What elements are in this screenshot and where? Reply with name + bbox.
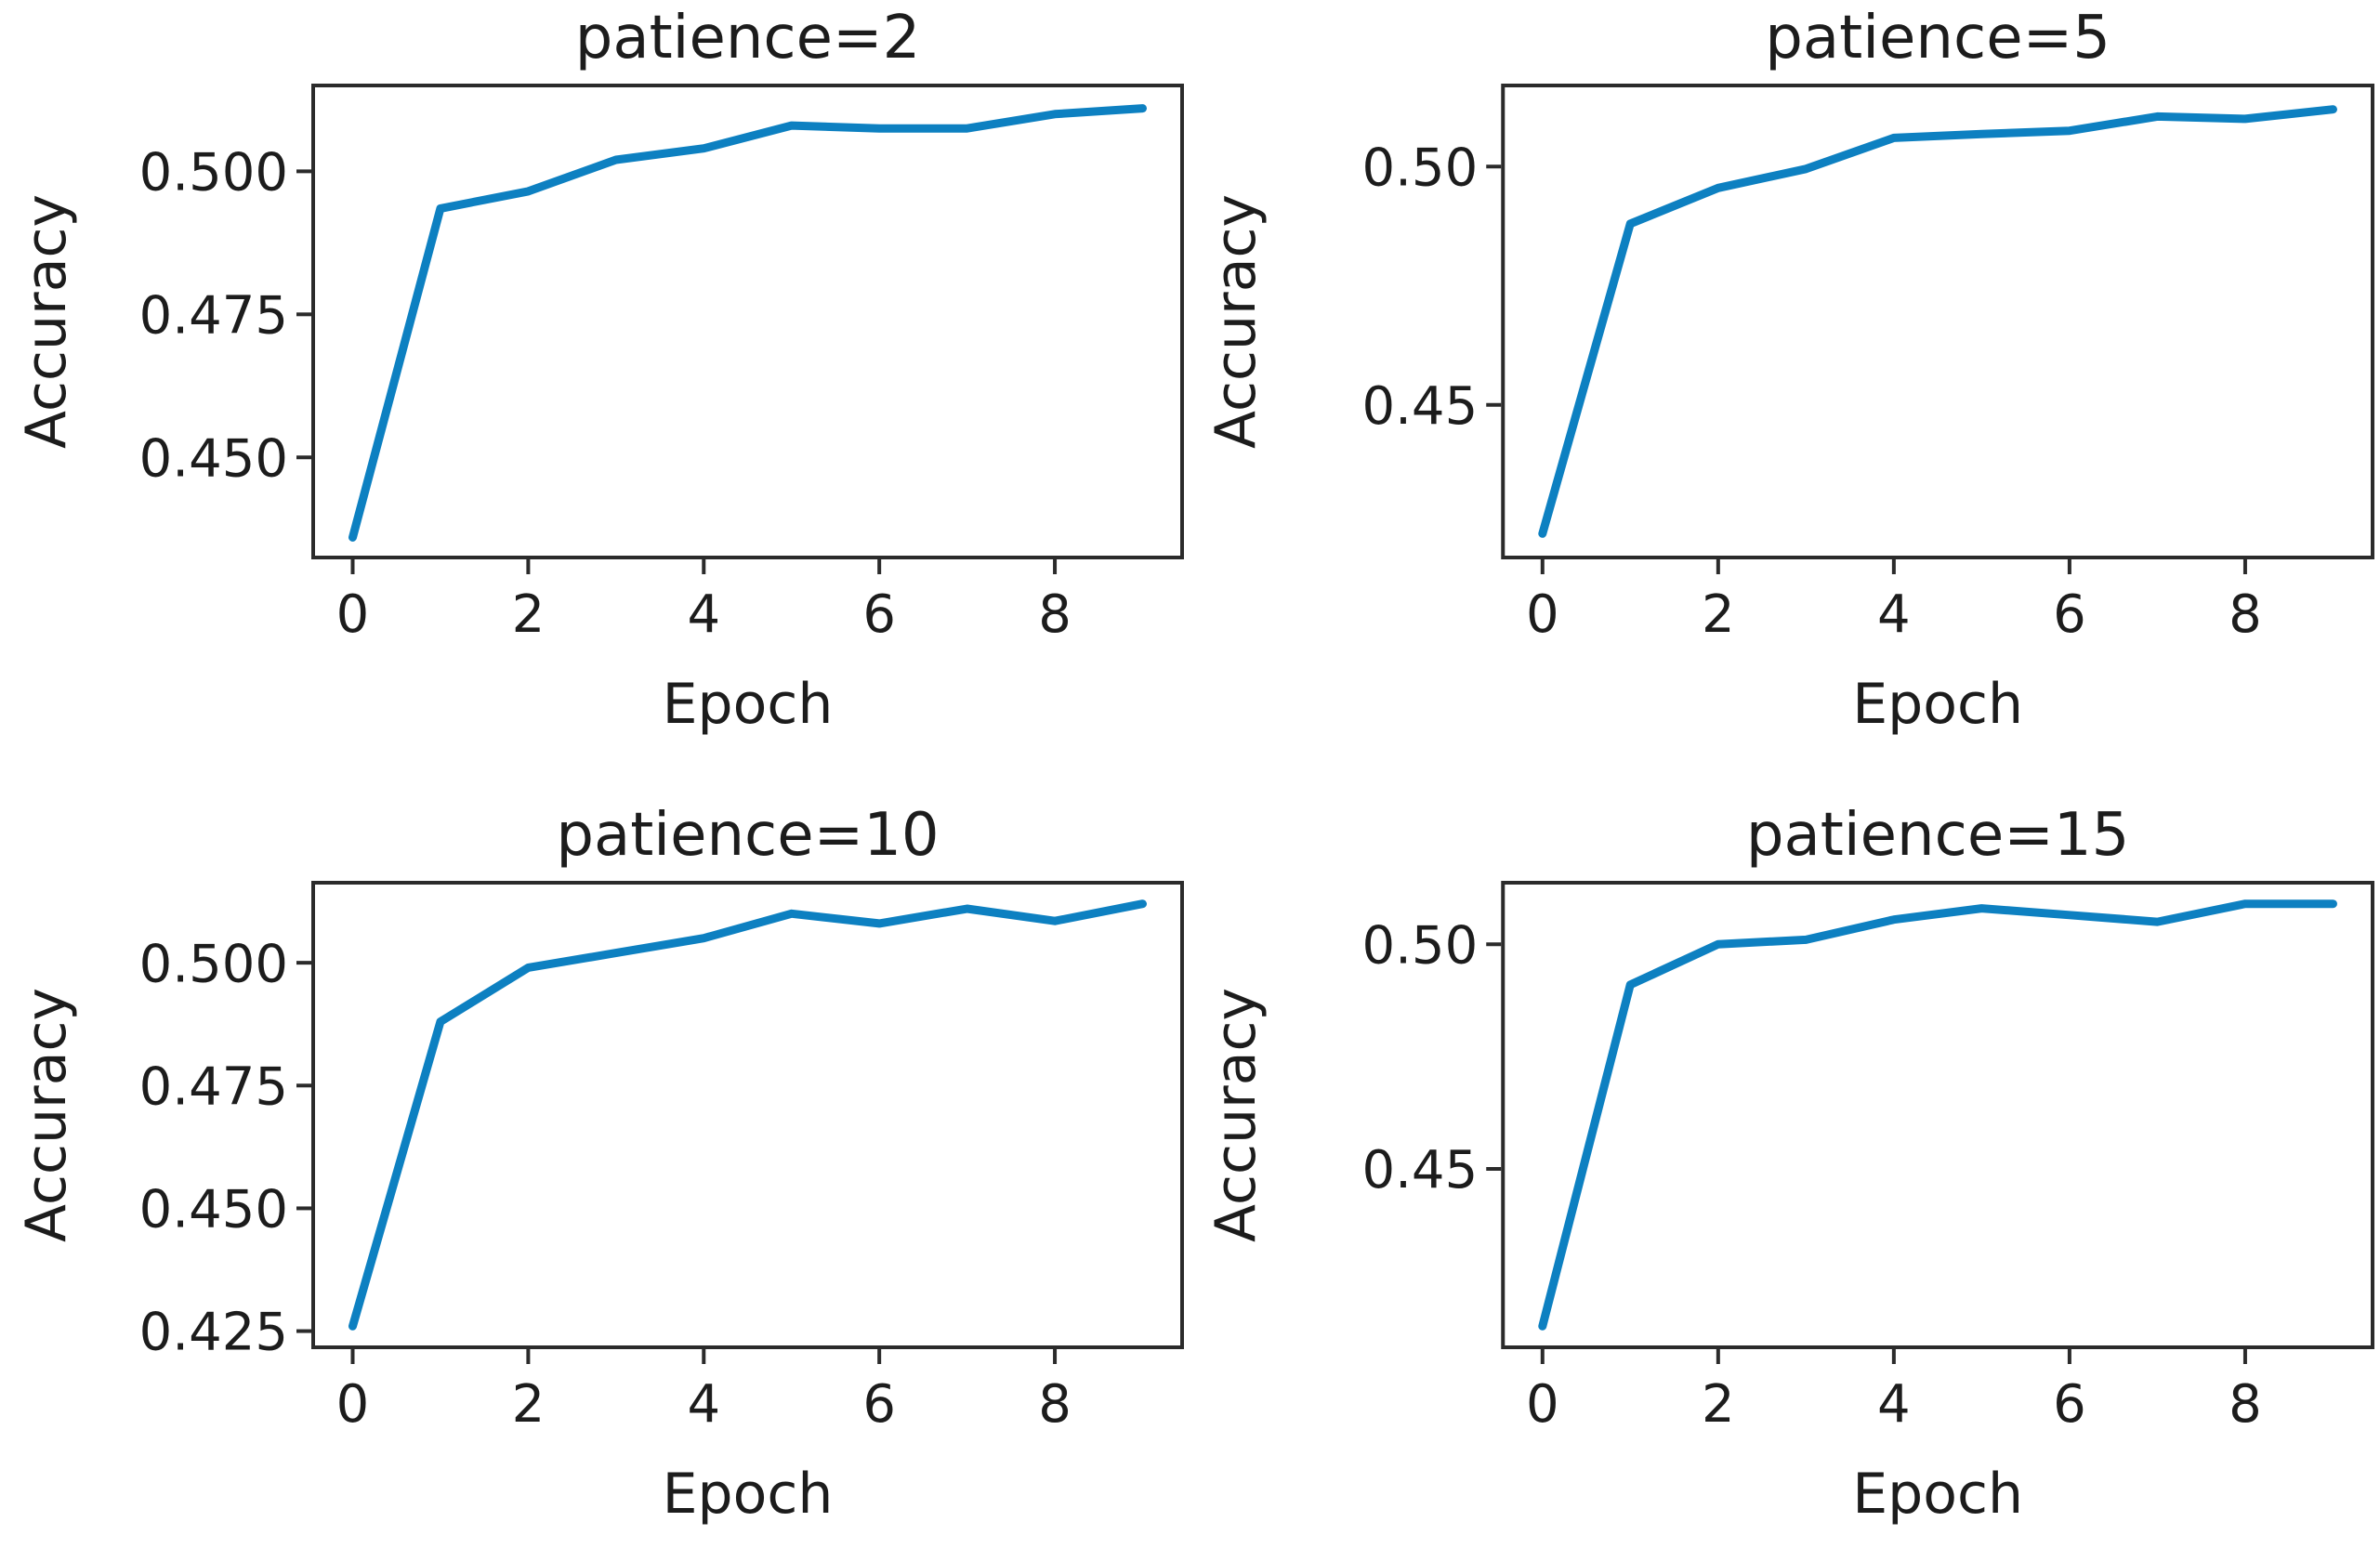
x-axis-label: Epoch <box>663 672 834 737</box>
y-tick-label: 0.475 <box>139 1056 288 1117</box>
y-tick-label: 0.500 <box>139 143 288 203</box>
accuracy-line-series <box>1538 105 2337 538</box>
x-tick-label: 6 <box>2053 584 2086 645</box>
x-tick-label: 2 <box>512 584 546 645</box>
subplot-title: patience=5 <box>1765 4 2110 72</box>
x-tick-label: 8 <box>1038 584 1072 645</box>
y-tick-label: 0.450 <box>139 428 288 489</box>
x-tick-label: 6 <box>862 1374 896 1435</box>
y-axis-label: Accuracy <box>14 194 79 449</box>
subplot-patience-10: patience=10 0 2 4 6 8 0.425 0.450 0.475 0.500 Epoc… <box>0 774 1190 1548</box>
x-axis-label: Epoch <box>1852 672 2023 737</box>
chart-canvas-patience-5: patience=5 0 2 4 6 8 0.45 0.50 Epoch Accuracy <box>1190 0 2380 774</box>
x-tick-label: 2 <box>512 1374 546 1435</box>
subplot-patience-5: patience=5 0 2 4 6 8 0.45 0.50 Epoch Accuracy <box>1190 0 2380 774</box>
y-axis-label: Accuracy <box>1203 194 1269 449</box>
accuracy-line-series <box>1538 899 2337 1331</box>
accuracy-line-series <box>348 899 1147 1331</box>
y-tick-label: 0.50 <box>1361 915 1478 976</box>
chart-canvas-patience-2: patience=2 0 2 4 6 8 0.450 0.475 0.500 Epoch Accur… <box>0 0 1190 774</box>
x-tick-label: 8 <box>2229 584 2262 645</box>
x-axis-label: Epoch <box>1852 1462 2023 1527</box>
chart-canvas-patience-10: patience=10 0 2 4 6 8 0.425 0.450 0.475 0.500 Epoc… <box>0 774 1190 1548</box>
plot-background <box>0 774 1190 1548</box>
x-tick-label: 2 <box>1702 1374 1735 1435</box>
x-tick-label: 6 <box>2053 1374 2086 1435</box>
x-tick-label: 4 <box>1877 1374 1911 1435</box>
axes-spines <box>1501 84 2374 559</box>
x-tick-label: 0 <box>336 584 370 645</box>
plot-background <box>1190 0 2380 774</box>
x-tick-label: 0 <box>1526 584 1559 645</box>
y-tick-label: 0.475 <box>139 285 288 346</box>
subplot-title: patience=2 <box>575 4 921 72</box>
axes-spines <box>311 84 1184 559</box>
subplot-patience-2: patience=2 0 2 4 6 8 0.450 0.475 0.500 Epoch Accur… <box>0 0 1190 774</box>
y-tick-label: 0.50 <box>1361 138 1478 198</box>
plot-background <box>0 0 1190 774</box>
y-tick-label: 0.45 <box>1361 1140 1478 1200</box>
chart-canvas-patience-15: patience=15 0 2 4 6 8 0.45 0.50 Epoch Accuracy <box>1190 774 2380 1548</box>
accuracy-line-series <box>348 104 1147 542</box>
x-tick-label: 4 <box>1877 584 1911 645</box>
y-tick-label: 0.450 <box>139 1180 288 1240</box>
x-tick-label: 0 <box>1526 1374 1559 1435</box>
x-tick-label: 8 <box>2229 1374 2262 1435</box>
y-tick-label: 0.45 <box>1361 376 1478 437</box>
x-tick-label: 4 <box>687 1374 720 1435</box>
x-tick-label: 0 <box>336 1374 370 1435</box>
subplot-title: patience=10 <box>556 801 939 870</box>
y-tick-label: 0.425 <box>139 1303 288 1363</box>
y-axis-label: Accuracy <box>14 988 79 1242</box>
y-tick-label: 0.500 <box>139 934 288 994</box>
axes-spines <box>1501 881 2374 1349</box>
x-tick-label: 6 <box>862 584 896 645</box>
x-tick-label: 2 <box>1702 584 1735 645</box>
axes-spines <box>311 881 1184 1349</box>
x-axis-label: Epoch <box>663 1462 834 1527</box>
x-tick-label: 8 <box>1038 1374 1072 1435</box>
subplot-title: patience=15 <box>1746 801 2130 870</box>
x-tick-label: 4 <box>687 584 720 645</box>
plot-background <box>1190 774 2380 1548</box>
subplot-patience-15: patience=15 0 2 4 6 8 0.45 0.50 Epoch Accuracy <box>1190 774 2380 1548</box>
y-axis-label: Accuracy <box>1203 988 1269 1242</box>
